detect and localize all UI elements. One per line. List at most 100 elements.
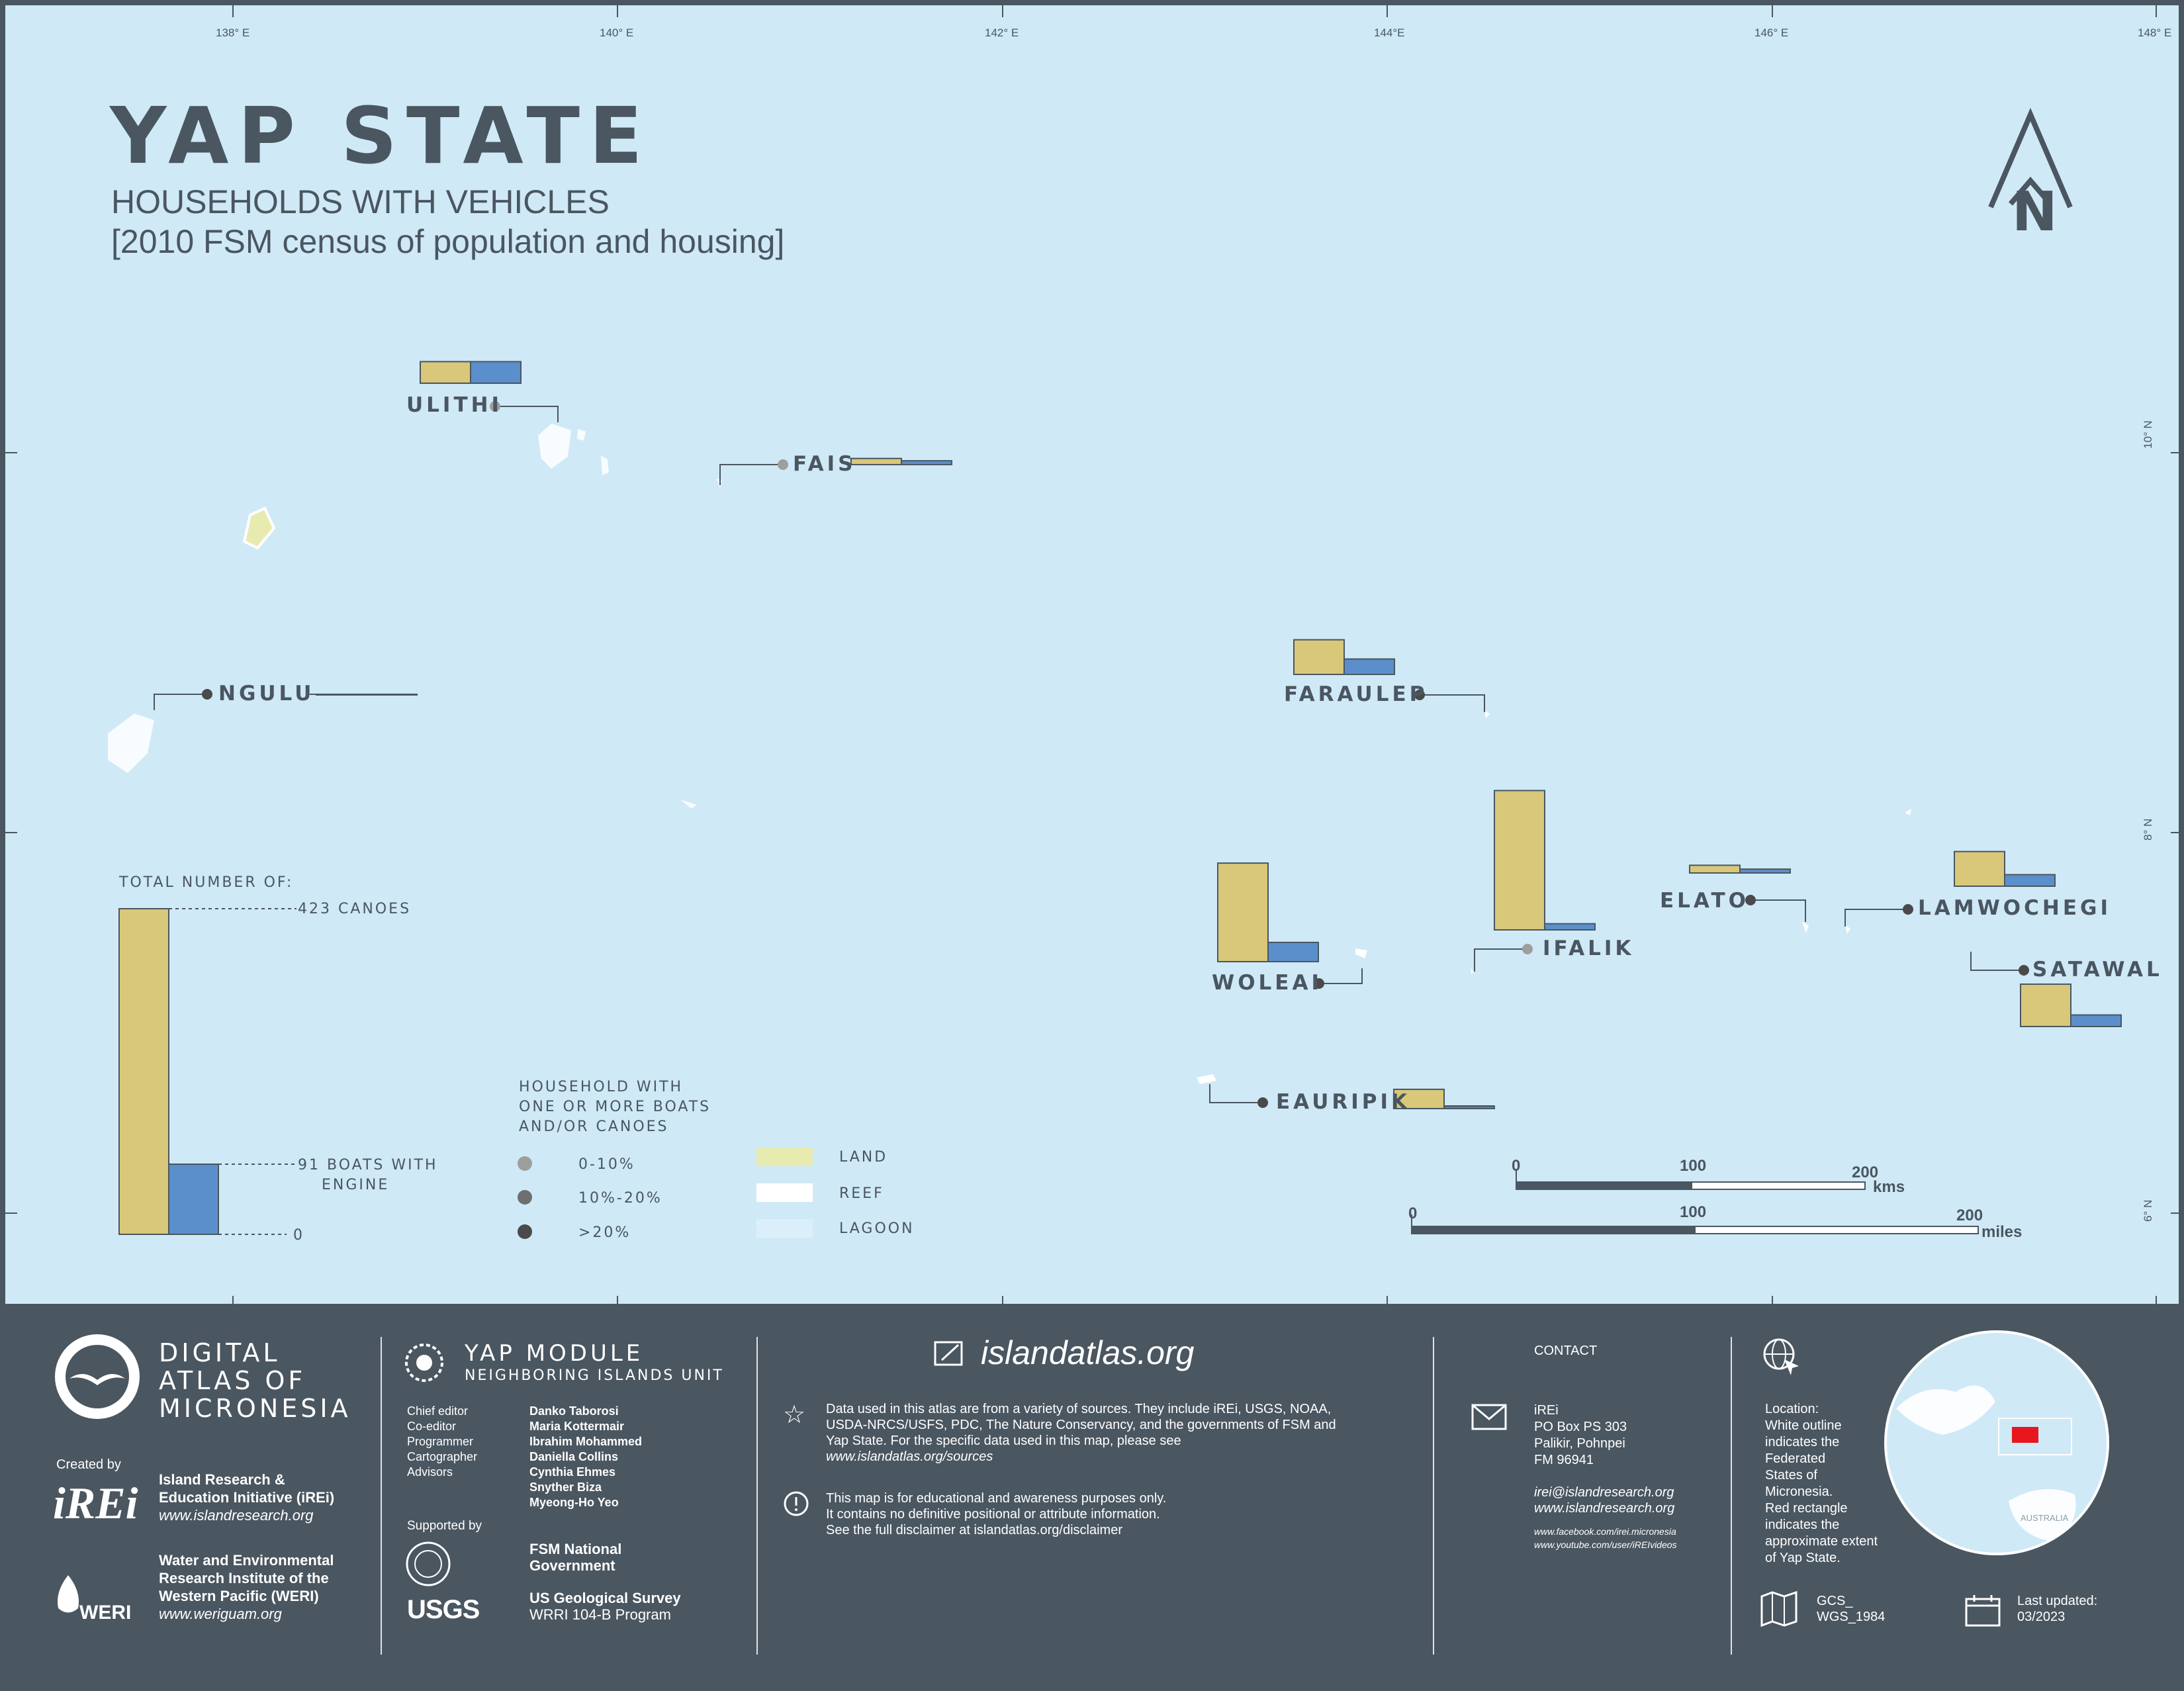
- credit-person-5: Snyther Biza: [529, 1481, 602, 1494]
- updated-label: Last updated:: [2017, 1594, 2098, 1608]
- total-legend-boats: 91 BOATS WITH: [298, 1157, 438, 1173]
- island-label-faraulep: FARAULEP: [1284, 682, 1428, 706]
- boat-bar-fais: [901, 460, 952, 465]
- island-bars: [316, 361, 2122, 1110]
- created-by-label: Created by: [56, 1457, 121, 1472]
- boat-bar-ifalik: [1544, 923, 1596, 931]
- external-link-icon: [934, 1341, 963, 1366]
- island-label-fais: FAIS: [793, 452, 856, 476]
- scale-km-unit: kms: [1873, 1178, 1905, 1196]
- contact-email[interactable]: irei@islandresearch.org: [1534, 1485, 1674, 1500]
- lat-tick-8: 8° N: [2142, 818, 2154, 841]
- island-dot-eauripik: [1257, 1097, 1268, 1108]
- island-dots: [202, 401, 2029, 1108]
- household-class-high: >20%: [578, 1224, 631, 1241]
- disclaimer-3: See the full disclaimer at islandatlas.o…: [826, 1523, 1122, 1537]
- usgs-name-1: US Geological Survey: [529, 1590, 681, 1606]
- usgs-name-2: WRRI 104-B Program: [529, 1606, 671, 1623]
- disclaimer-2: It contains no definitive positional or …: [826, 1507, 1160, 1522]
- updated-date: 03/2023: [2017, 1610, 2066, 1624]
- total-legend-heading: TOTAL NUMBER OF:: [119, 874, 294, 891]
- boat-bar-lamwochegi: [2004, 874, 2056, 888]
- data-note-2: USDA-NRCS/USFS, PDC, The Nature Conserva…: [826, 1418, 1336, 1432]
- globe-cursor-icon: [1763, 1338, 1799, 1375]
- module-seal-icon: [405, 1344, 443, 1382]
- canoe-bar-faraulep: [1293, 639, 1345, 675]
- atlas-name-3: MICRONESIA: [159, 1394, 351, 1423]
- irei-name-1: Island Research &: [159, 1471, 285, 1488]
- fsm-seal-icon: [406, 1541, 451, 1586]
- household-legend-heading-2: ONE OR MORE BOATS: [519, 1099, 711, 1115]
- island-label-lamwochegi: LAMWOCHEGI: [1918, 896, 2111, 920]
- location-line-2: indicates the: [1765, 1435, 1840, 1449]
- footer-divider: [381, 1337, 382, 1655]
- usgs-logo: USGS: [407, 1595, 480, 1624]
- boat-bar-elato: [1739, 868, 1791, 874]
- island-dot-lamwochegi: [1903, 904, 1913, 915]
- info-icon: [784, 1491, 809, 1516]
- scale-km-200: 200: [1852, 1164, 1879, 1181]
- canoe-bar-lamwochegi: [1954, 850, 2005, 887]
- location-line-6: Red rectangle: [1765, 1501, 1848, 1516]
- credit-person-3: Daniella Collins: [529, 1450, 619, 1463]
- lon-tick-140: 140° E: [600, 26, 634, 39]
- canoe-bar-elato: [1689, 864, 1741, 874]
- calendar-icon: [1965, 1595, 2001, 1627]
- lon-tick-142: 142° E: [985, 26, 1019, 39]
- projection-1: GCS_: [1817, 1594, 1853, 1608]
- contact-facebook[interactable]: www.facebook.com/irei.micronesia: [1534, 1526, 1676, 1537]
- atlas-name-2: ATLAS OF: [159, 1366, 306, 1395]
- data-note-link[interactable]: www.islandatlas.org/sources: [826, 1449, 993, 1464]
- weri-name-3: Western Pacific (WERI): [159, 1588, 319, 1604]
- credit-role-1: Co-editor: [407, 1420, 457, 1433]
- projection-map-icon: [1760, 1590, 1797, 1627]
- contact-line-3: FM 96941: [1534, 1453, 1594, 1467]
- atlas-logo-icon: [55, 1334, 140, 1419]
- credit-person-2: Ibrahim Mohammed: [529, 1435, 643, 1448]
- island-label-satawal: SATAWAL: [2032, 958, 2163, 982]
- boat-bar-faraulep: [1343, 658, 1395, 676]
- contact-line-1: PO Box PS 303: [1534, 1420, 1627, 1434]
- module-subtitle: NEIGHBORING ISLANDS UNIT: [465, 1367, 724, 1384]
- weri-logo-icon: [58, 1575, 79, 1613]
- data-note-3: Yap State. For the specific data used in…: [826, 1434, 1181, 1448]
- island-label-ifalik: IFALIK: [1543, 937, 1635, 960]
- fsm-name-2: Government: [529, 1557, 615, 1574]
- contact-web[interactable]: www.islandresearch.org: [1534, 1501, 1675, 1516]
- credit-role-0: Chief editor: [407, 1404, 469, 1418]
- credit-person-6: Myeong-Ho Yeo: [529, 1496, 619, 1509]
- location-line-1: White outline: [1765, 1418, 1842, 1433]
- location-line-4: States of: [1765, 1468, 1817, 1483]
- island-label-ulithi: ULITHI: [406, 393, 503, 417]
- weri-name-2: Research Institute of the: [159, 1570, 329, 1586]
- atlas-name-1: DIGITAL: [159, 1338, 281, 1367]
- footer-divider: [1433, 1337, 1434, 1655]
- irei-logo: iREi: [53, 1478, 138, 1528]
- household-class-low: 0-10%: [578, 1156, 635, 1173]
- scale-bars: [1411, 1170, 1979, 1234]
- total-legend-boats-2: ENGINE: [322, 1177, 390, 1193]
- credit-role-2: Programmer: [407, 1435, 474, 1448]
- household-legend-heading-1: HOUSEHOLD WITH: [519, 1079, 684, 1095]
- contact-line-0: iREi: [1534, 1403, 1559, 1418]
- credit-person-4: Cynthia Ehmes: [529, 1465, 616, 1479]
- scale-mi-0: 0: [1408, 1205, 1418, 1222]
- contact-youtube[interactable]: www.youtube.com/user/iREIvideos: [1534, 1539, 1677, 1550]
- island-dot-ngulu: [202, 689, 212, 700]
- contact-line-2: Palikir, Pohnpei: [1534, 1436, 1625, 1451]
- site-link[interactable]: islandatlas.org: [981, 1334, 1195, 1371]
- canoe-bar-ngulu: [316, 694, 367, 696]
- land-legend-swatches: [756, 1148, 813, 1238]
- total-legend-canoes: 423 CANOES: [298, 901, 412, 917]
- irei-url[interactable]: www.islandresearch.org: [159, 1507, 314, 1524]
- island-label-eauripik: EAURIPIK: [1276, 1090, 1411, 1114]
- scale-mi-unit: miles: [1981, 1223, 2023, 1241]
- weri-url[interactable]: www.weriguam.org: [159, 1606, 282, 1622]
- household-class-mid: 10%-20%: [578, 1190, 662, 1207]
- scale-mi-200: 200: [1956, 1207, 1983, 1224]
- boat-bar-woleai: [1267, 941, 1319, 963]
- north-arrow-icon: [1988, 107, 2073, 208]
- canoe-bar-ifalik: [1494, 790, 1545, 931]
- lat-tick-6: 6° N: [2142, 1199, 2154, 1222]
- data-note-1: Data used in this atlas are from a varie…: [826, 1402, 1332, 1416]
